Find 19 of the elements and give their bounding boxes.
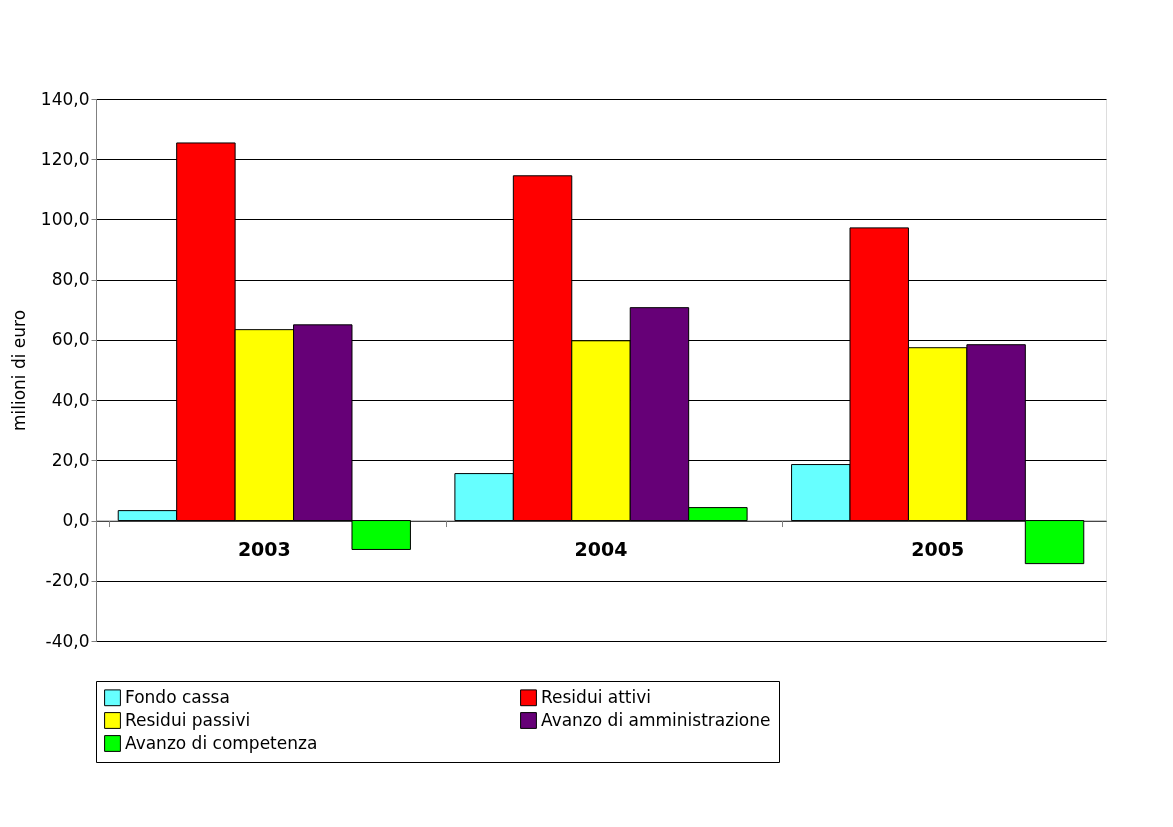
y-axis-title: milioni di euro: [8, 309, 29, 432]
y-tick-label: 80,0: [51, 269, 90, 290]
x-tick-label: 2005: [911, 538, 965, 561]
y-tick-label: 0,0: [62, 510, 90, 531]
y-tick-label: 120,0: [40, 148, 90, 169]
x-tick-label: 2004: [574, 538, 628, 561]
y-tick-label: 140,0: [40, 88, 90, 109]
legend-label: Avanzo di amministrazione: [541, 709, 771, 730]
x-tick-label: 2003: [237, 538, 291, 561]
y-tick-label: 20,0: [51, 449, 90, 470]
legend-label: Avanzo di competenza: [125, 732, 318, 753]
legend-label: Residui attivi: [541, 686, 652, 707]
y-tick-label: 60,0: [51, 329, 90, 350]
y-tick-label: -40,0: [45, 630, 90, 651]
legend-label: Residui passivi: [125, 709, 251, 730]
y-tick-label: -20,0: [45, 570, 90, 591]
legend-label: Fondo cassa: [125, 686, 230, 707]
y-tick-label: 100,0: [40, 208, 90, 229]
y-tick-label: 40,0: [51, 389, 90, 410]
